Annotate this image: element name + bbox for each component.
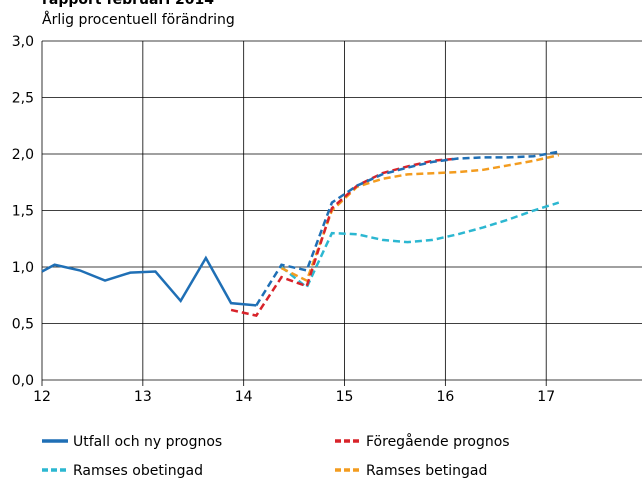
chart-subtitle: Årlig procentuell förändring [42,11,235,28]
legend-label: Ramses betingad [366,463,487,479]
x-tick-label: 14 [235,389,253,405]
legend-label: Ramses obetingad [73,463,203,479]
y-tick-label: 2,0 [12,147,34,163]
legend-label: Utfall och ny prognos [73,434,222,450]
x-tick-label: 16 [436,389,454,405]
line-series [255,150,560,307]
x-tick-label: 15 [336,389,354,405]
x-tick-label: 17 [537,389,555,405]
x-tick-label: 12 [33,389,51,405]
y-tick-label: 0,5 [12,317,34,333]
line-series [280,153,560,283]
y-tick-label: 3,0 [12,34,34,50]
legend-label: Föregående prognos [366,433,510,450]
line-series [41,255,257,307]
x-tick-label: 13 [134,389,152,405]
y-tick-label: 1,0 [12,260,34,276]
y-tick-label: 0,0 [12,373,34,389]
y-tick-label: 2,5 [12,91,34,107]
chart-title: rapport februari 2014 [42,0,214,8]
line-series [280,201,560,290]
y-tick-label: 1,5 [12,204,34,220]
